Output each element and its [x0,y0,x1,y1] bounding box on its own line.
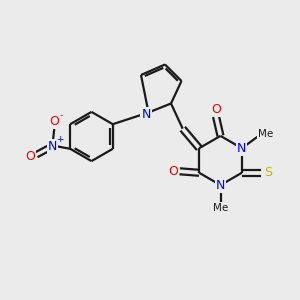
Text: O: O [168,165,178,178]
Text: S: S [264,166,272,179]
Text: Me: Me [213,203,228,213]
Text: O: O [211,103,221,116]
Text: O: O [50,115,59,128]
Text: O: O [25,150,34,163]
Text: Me: Me [258,129,273,139]
Text: +: + [56,135,63,144]
Text: N: N [237,142,247,155]
Text: N: N [141,107,151,121]
Text: N: N [48,140,58,153]
Text: N: N [216,178,225,192]
Text: -: - [59,111,62,120]
